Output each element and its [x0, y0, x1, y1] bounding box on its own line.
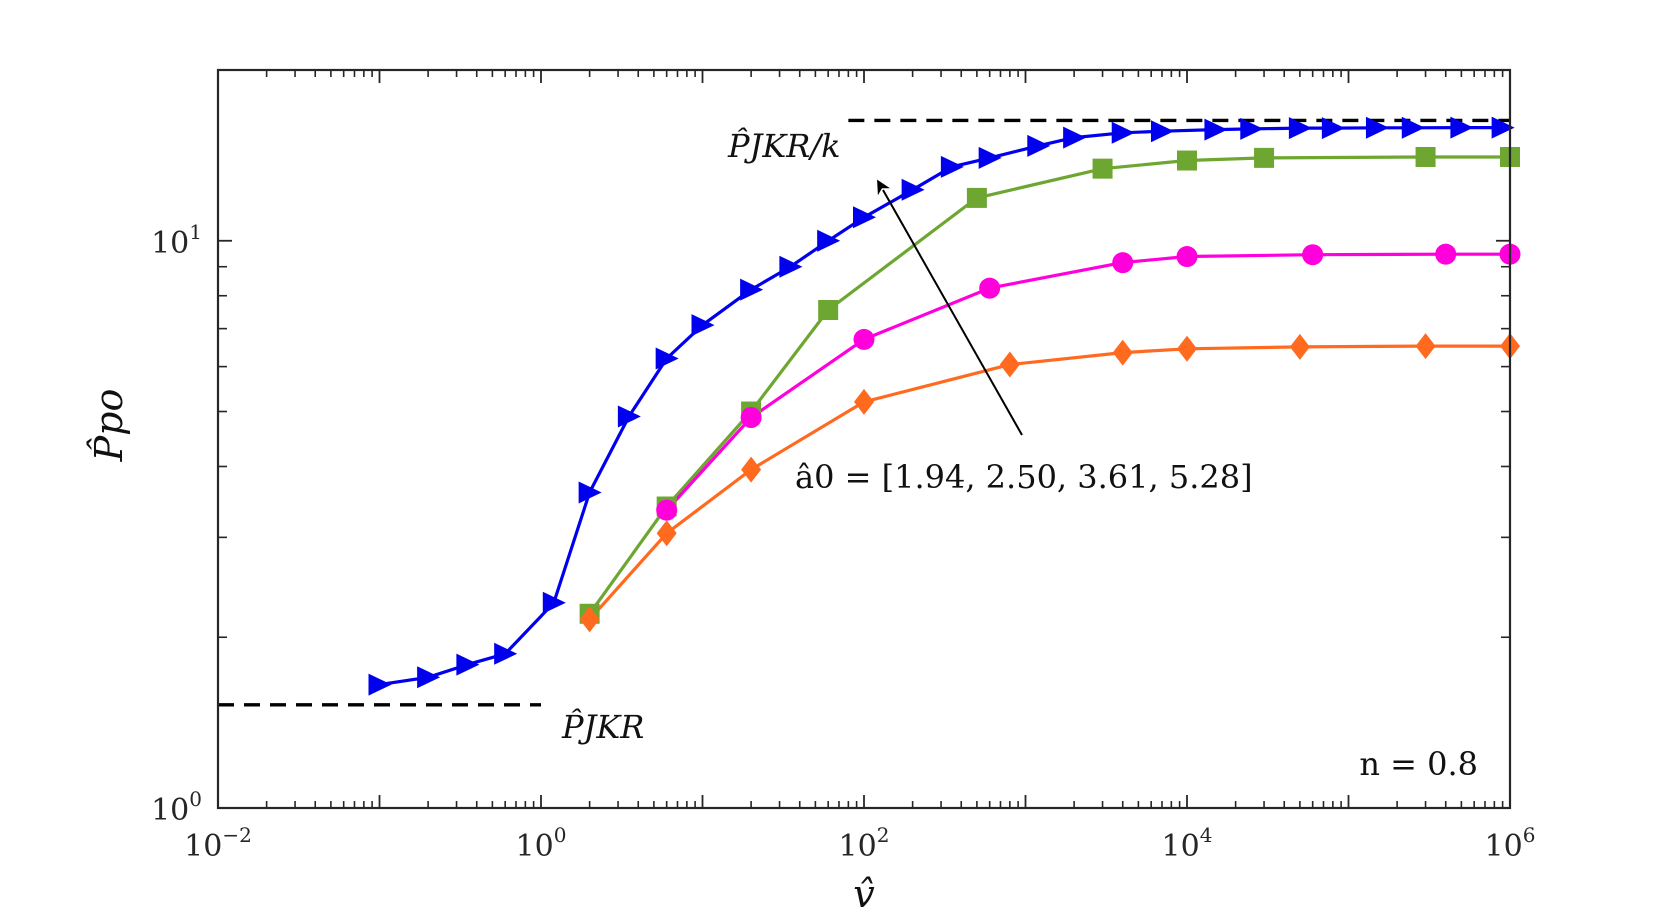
minor-ticks [218, 69, 1510, 808]
data-point-triangle [542, 591, 566, 614]
data-point-circle [1176, 246, 1198, 268]
data-point-circle [656, 499, 678, 521]
reference-lines [218, 118, 1510, 707]
data-point-square [818, 299, 839, 320]
data-point-triangle [817, 229, 841, 252]
x-axis-label: v̂ [853, 872, 875, 916]
data-point-triangle [901, 178, 925, 201]
plot-background [218, 70, 1510, 808]
series-markers [368, 116, 1521, 696]
x-tick-label: 102 [839, 823, 890, 864]
data-point-triangle [1491, 116, 1515, 139]
data-point-diamond [999, 351, 1020, 378]
data-point-triangle [655, 347, 679, 370]
y-axis-label: P̂po [87, 389, 131, 463]
data-point-diamond [1415, 333, 1436, 360]
data-point-triangle [691, 314, 715, 337]
data-point-circle [1435, 243, 1457, 265]
a0-annotation: â0 = [1.94, 2.50, 3.61, 5.28] [795, 458, 1253, 496]
data-point-circle [853, 328, 875, 350]
data-point-square [966, 187, 987, 208]
data-point-triangle [779, 255, 803, 278]
data-point-square [1254, 147, 1275, 168]
y-tick-label: 100 [151, 787, 202, 828]
data-point-triangle [1150, 120, 1174, 143]
data-point-triangle [1365, 116, 1389, 139]
data-point-triangle [978, 146, 1002, 169]
data-point-triangle [1027, 134, 1051, 157]
data-point-triangle [456, 653, 480, 676]
data-point-triangle [578, 481, 602, 504]
annotation-arrow [877, 179, 1023, 436]
data-point-triangle [368, 673, 392, 696]
data-point-circle [1112, 252, 1134, 274]
data-point-triangle [1240, 117, 1264, 140]
data-point-triangle [1450, 116, 1474, 139]
data-point-circle [1302, 244, 1324, 266]
data-point-triangle [1204, 118, 1228, 141]
series-line-4 [588, 344, 1510, 621]
ref-label-jkr-over-k: P̂JKR/k [727, 127, 841, 165]
x-tick-label: 104 [1162, 823, 1213, 864]
data-point-triangle [617, 405, 641, 428]
data-point-square [1415, 146, 1436, 167]
data-point-diamond [1177, 335, 1197, 362]
data-point-triangle [853, 206, 876, 229]
n-annotation: n = 0.8 [1359, 745, 1478, 783]
data-point-circle [740, 406, 762, 428]
data-point-diamond [579, 606, 600, 633]
plot-frame [216, 68, 1512, 810]
y-tick-label: 101 [151, 220, 202, 261]
ref-label-jkr: P̂JKR [561, 708, 644, 746]
data-point-triangle [1401, 116, 1425, 139]
data-point-square [1177, 150, 1197, 171]
x-tick-label: 10−2 [184, 823, 252, 864]
x-tick-label: 100 [516, 823, 567, 864]
data-point-diamond [656, 520, 677, 547]
data-point-diamond [854, 388, 874, 415]
data-point-diamond [741, 456, 762, 483]
data-point-triangle [494, 642, 518, 665]
y-tick-labels: 100 101 [151, 220, 202, 828]
data-point-diamond [1289, 333, 1310, 360]
data-point-triangle [1111, 121, 1135, 144]
data-point-diamond [1112, 339, 1133, 366]
data-point-triangle [417, 666, 441, 689]
data-point-circle [979, 277, 1001, 299]
data-point-triangle [1063, 126, 1087, 149]
data-point-triangle [740, 278, 764, 301]
x-tick-label: 106 [1485, 823, 1536, 864]
series-line-1 [379, 125, 1503, 687]
data-point-triangle [940, 155, 964, 178]
x-tick-labels: 10−2 100 102 104 106 [184, 823, 1535, 864]
data-point-triangle [1321, 117, 1345, 140]
series-line-2 [588, 155, 1510, 615]
data-point-square [1092, 158, 1113, 179]
data-point-triangle [1288, 117, 1312, 140]
